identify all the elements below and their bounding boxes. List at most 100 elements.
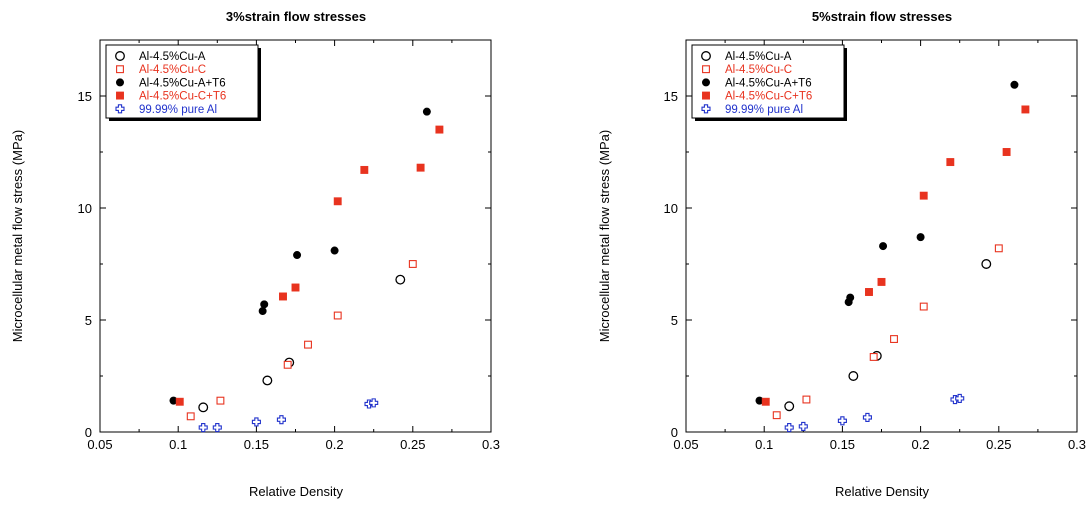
data-point bbox=[283, 360, 292, 369]
data-point bbox=[262, 375, 273, 386]
legend-label: Al-4.5%Cu-A bbox=[725, 51, 792, 63]
data-point bbox=[877, 277, 886, 286]
chart-panel-2: 5%strain flow stresses 0.05 0.1 0.15 0.2 0.25… bbox=[597, 9, 1086, 499]
x-axis-label: Relative Density bbox=[249, 484, 343, 499]
legend-marker bbox=[115, 104, 125, 114]
data-point bbox=[276, 415, 286, 425]
data-point bbox=[946, 158, 955, 167]
data-point bbox=[1002, 148, 1011, 156]
x-tick-label: 0.3 bbox=[482, 437, 500, 452]
data-point bbox=[865, 288, 873, 296]
data-point bbox=[435, 125, 444, 134]
data-point bbox=[333, 311, 342, 320]
data-point bbox=[198, 402, 209, 413]
data-point bbox=[890, 335, 898, 343]
legend: Al-4.5%Cu-AAl-4.5%Cu-CAl-4.5%Cu-A+T6 Al-4… bbox=[105, 44, 261, 121]
chart-title: 3%strain flow stresses bbox=[226, 9, 366, 24]
legend-marker bbox=[702, 65, 710, 74]
data-point bbox=[772, 411, 781, 420]
data-point bbox=[408, 260, 417, 268]
data-point bbox=[422, 107, 431, 116]
y-tick-label: 15 bbox=[78, 89, 92, 104]
data-point bbox=[291, 283, 300, 292]
data-point bbox=[395, 274, 406, 285]
x-tick-label: 0.2 bbox=[326, 437, 344, 452]
data-point bbox=[784, 401, 795, 412]
legend-marker bbox=[701, 78, 710, 87]
legend-label: 99.99% pure Al bbox=[725, 104, 803, 116]
series-1 bbox=[784, 259, 992, 412]
x-tick-label: 0.15 bbox=[244, 437, 269, 452]
data-point bbox=[304, 340, 312, 349]
legend-marker bbox=[701, 104, 711, 114]
series-2 bbox=[186, 260, 417, 421]
data-point bbox=[330, 246, 339, 255]
data-point bbox=[837, 416, 847, 426]
data-point bbox=[333, 197, 342, 206]
data-point bbox=[212, 422, 222, 433]
data-point bbox=[784, 422, 794, 433]
legend-marker bbox=[701, 51, 711, 61]
legend-label: Al-4.5%Cu-C bbox=[139, 64, 206, 76]
x-tick-label: 0.15 bbox=[830, 437, 855, 452]
chart-panel-1: 3%strain flow stresses 0.05 0.1 0.15 0.2 0.25… bbox=[10, 9, 500, 499]
data-point bbox=[919, 191, 928, 200]
legend-marker bbox=[115, 51, 125, 61]
data-point bbox=[916, 233, 925, 242]
data-point bbox=[846, 293, 855, 302]
legend-marker bbox=[116, 65, 124, 74]
data-point bbox=[279, 292, 287, 301]
legend-marker bbox=[116, 78, 125, 87]
data-point bbox=[798, 421, 808, 431]
x-tick-label: 0.2 bbox=[912, 437, 930, 452]
y-axis-label: Microcellular metal flow stress (MPa) bbox=[597, 130, 612, 342]
legend-label: Al-4.5%Cu-A+T6 bbox=[725, 77, 812, 89]
x-tick-label: 0.1 bbox=[755, 437, 773, 452]
data-point bbox=[216, 396, 225, 405]
x-tick-label: 0.05 bbox=[87, 437, 112, 452]
y-tick-label: 0 bbox=[671, 425, 678, 440]
data-point bbox=[879, 242, 888, 251]
legend-marker bbox=[116, 91, 124, 100]
data-point bbox=[251, 417, 261, 427]
legend-box bbox=[691, 44, 845, 119]
legend-label: Al-4.5%Cu-C bbox=[725, 64, 792, 76]
data-point bbox=[293, 251, 302, 260]
series-4 bbox=[761, 105, 1030, 406]
series-5 bbox=[198, 398, 379, 433]
legend-label: 99.99% pure Al bbox=[139, 104, 217, 116]
series-2 bbox=[772, 244, 1003, 420]
legend-marker bbox=[702, 91, 710, 100]
data-point bbox=[360, 165, 369, 174]
x-tick-label: 0.25 bbox=[986, 437, 1011, 452]
data-point bbox=[186, 412, 195, 421]
data-point bbox=[1021, 105, 1030, 114]
data-point bbox=[198, 422, 208, 433]
data-point bbox=[981, 259, 992, 269]
x-tick-label: 0.25 bbox=[400, 437, 425, 452]
data-point bbox=[258, 307, 267, 316]
y-axis-label: Microcellular metal flow stress (MPa) bbox=[10, 130, 25, 342]
y-tick-label: 10 bbox=[664, 201, 678, 216]
data-point bbox=[175, 397, 184, 406]
data-point bbox=[848, 371, 859, 381]
y-tick-label: 0 bbox=[85, 425, 92, 440]
data-point bbox=[862, 412, 872, 422]
data-point bbox=[260, 300, 269, 309]
data-point bbox=[919, 302, 928, 311]
legend-label: Al-4.5%Cu-C+T6 bbox=[725, 91, 812, 103]
y-tick-label: 5 bbox=[85, 313, 92, 328]
data-point bbox=[802, 395, 811, 404]
data-point bbox=[994, 244, 1003, 253]
legend-label: Al-4.5%Cu-C+T6 bbox=[139, 91, 226, 103]
y-tick-label: 5 bbox=[671, 313, 678, 328]
x-tick-label: 0.1 bbox=[169, 437, 187, 452]
data-point bbox=[416, 163, 425, 172]
series-4 bbox=[175, 125, 444, 406]
series-3 bbox=[755, 80, 1019, 405]
y-tick-label: 15 bbox=[664, 89, 678, 104]
data-point bbox=[1010, 80, 1019, 89]
y-tick-label: 10 bbox=[78, 201, 92, 216]
chart-title: 5%strain flow stresses bbox=[812, 9, 952, 24]
